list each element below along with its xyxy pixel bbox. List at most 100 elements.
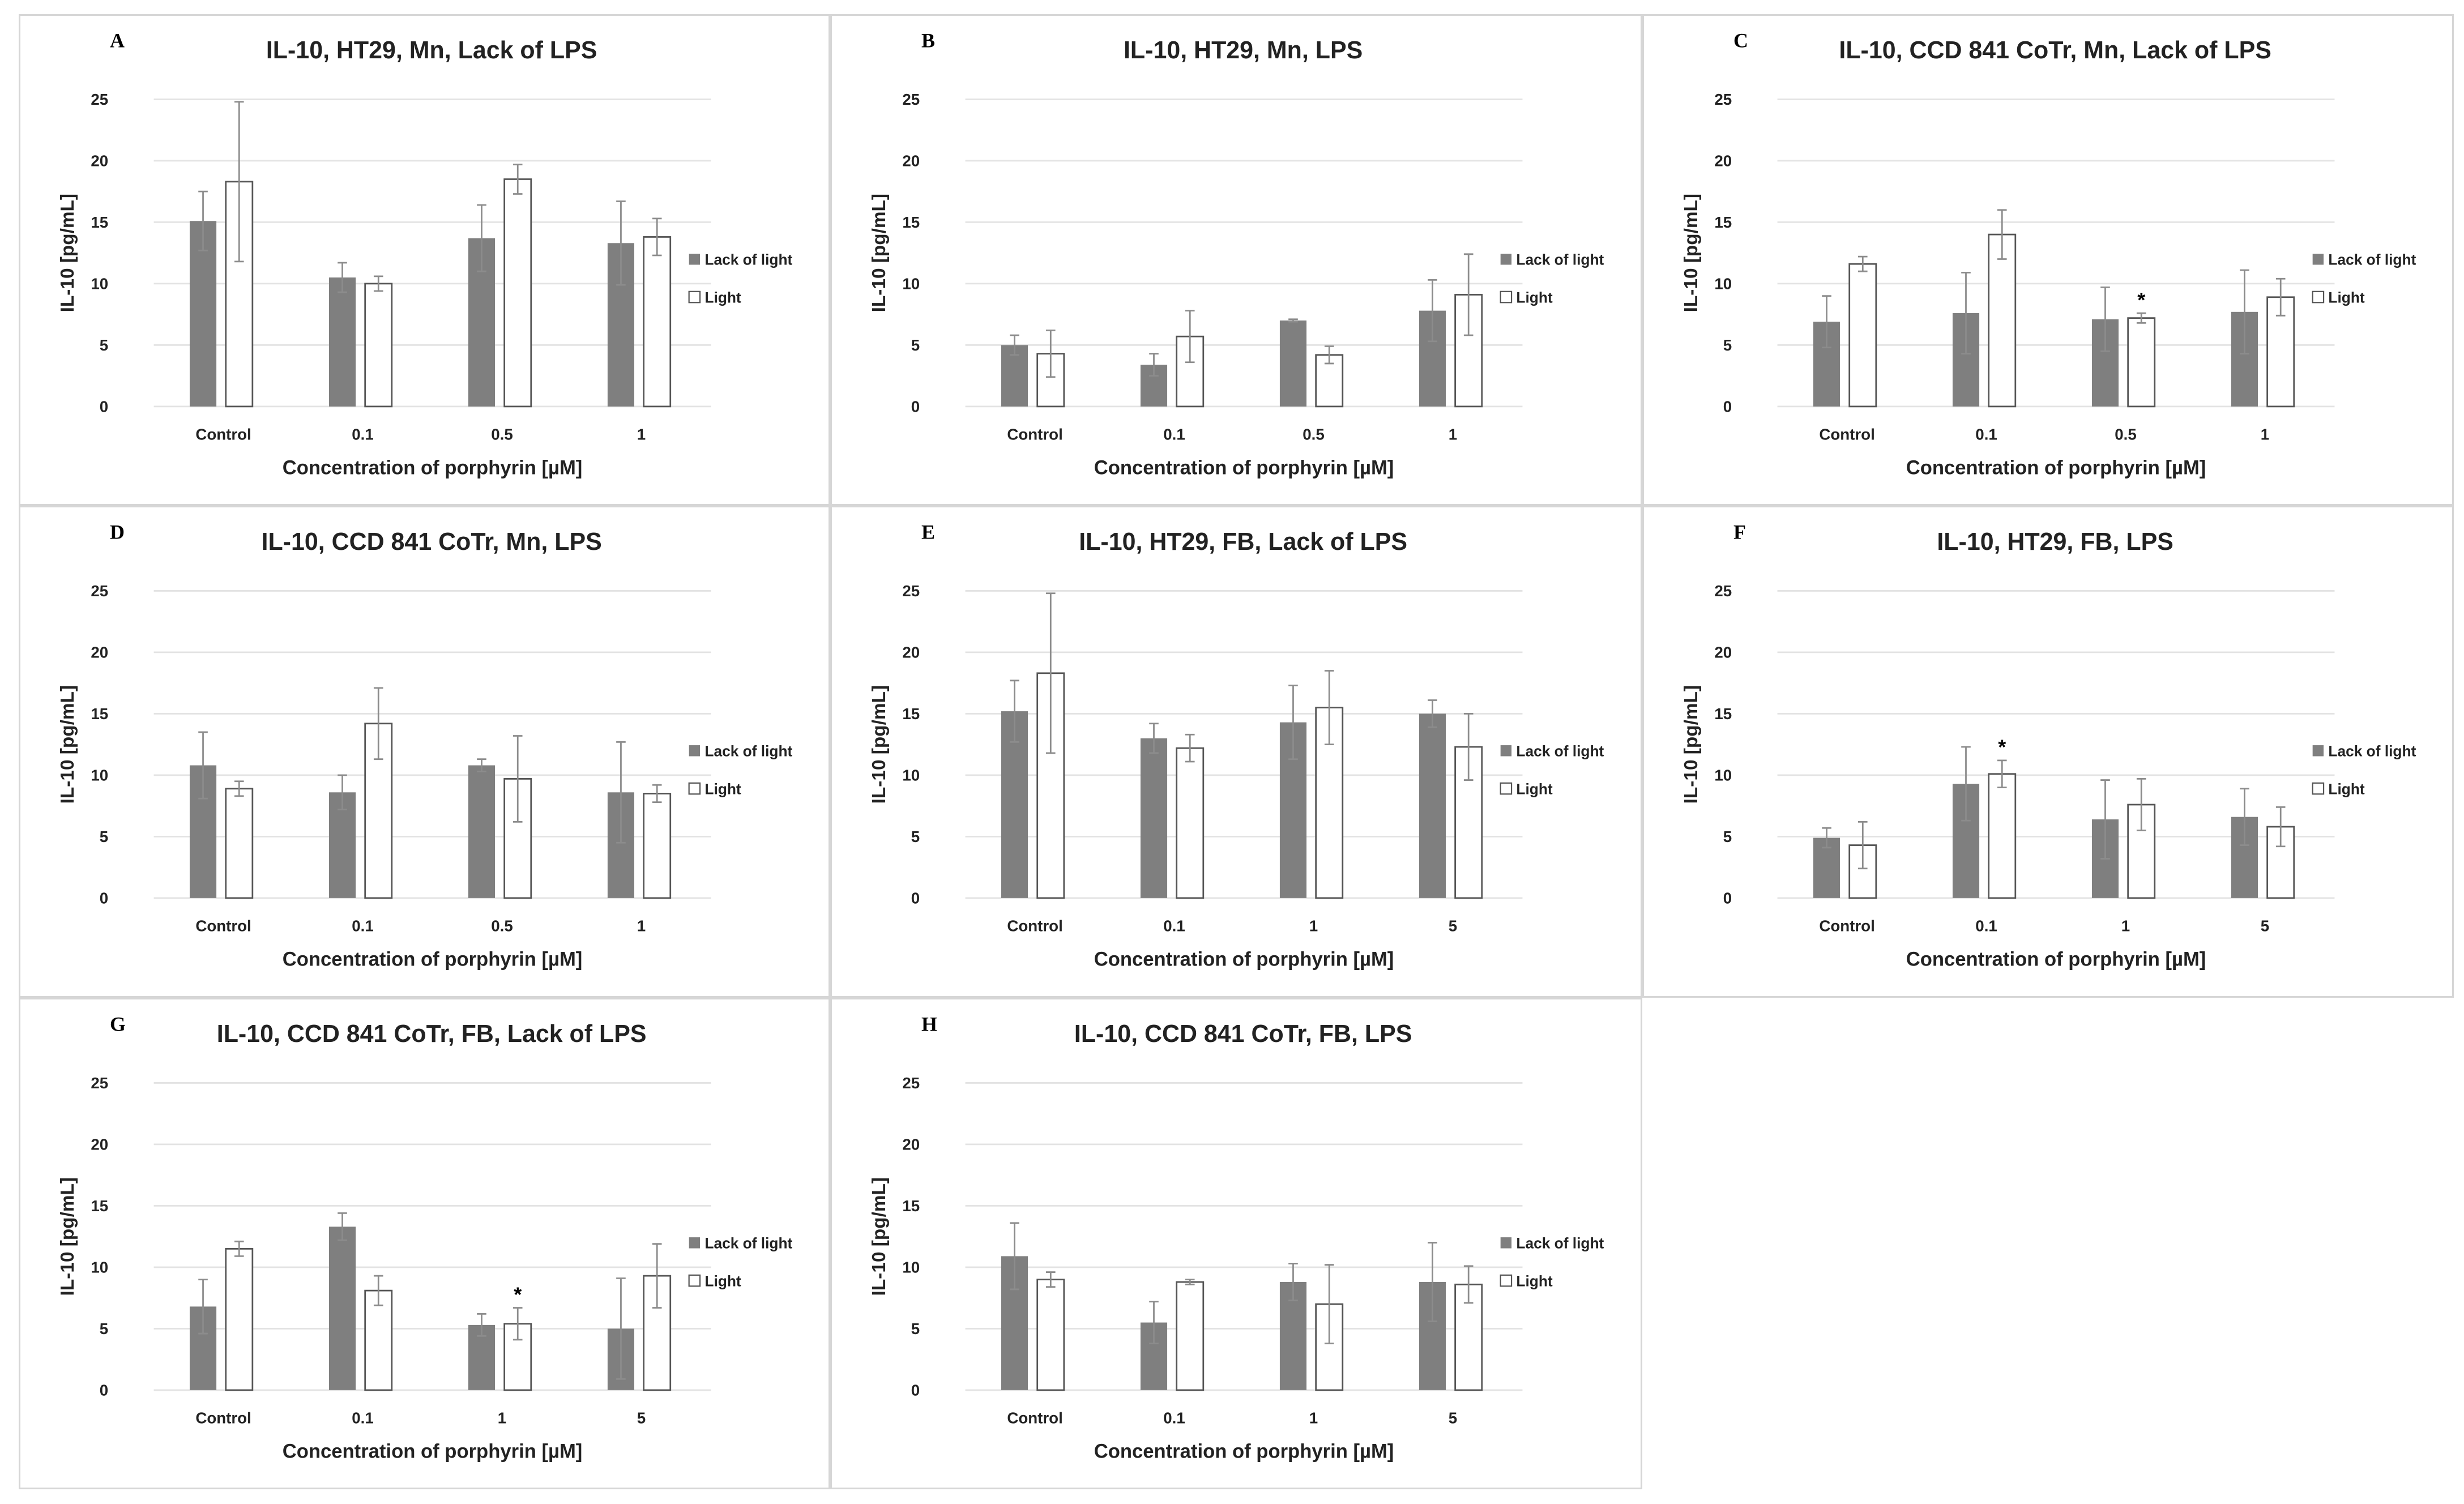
x-axis-label: Concentration of porphyrin [µM] <box>1906 949 2206 971</box>
panel-letter: D <box>110 521 125 544</box>
chart-title: IL-10, HT29, FB, LPS <box>1937 528 2173 556</box>
bar-lack-of-light <box>1280 320 1307 407</box>
y-axis-label: IL-10 [pg/mL] <box>869 685 890 804</box>
legend-label: Lack of light <box>1517 1234 1604 1251</box>
x-tick-label: Control <box>195 425 251 443</box>
x-tick-label: 5 <box>637 1409 646 1426</box>
legend-label: Lack of light <box>2328 251 2416 268</box>
y-tick-label: 25 <box>1714 91 1732 108</box>
bar-light <box>1848 263 1877 408</box>
x-tick-label: 1 <box>2121 917 2129 935</box>
bar-lack-of-light <box>1419 713 1446 899</box>
y-axis-label: IL-10 [pg/mL] <box>869 1177 890 1296</box>
bar-light <box>1176 747 1205 899</box>
y-tick-label: 25 <box>1714 582 1732 600</box>
legend-label: Lack of light <box>1517 743 1604 760</box>
x-axis-label: Concentration of porphyrin [µM] <box>283 457 583 478</box>
y-tick-label: 10 <box>903 275 920 293</box>
y-tick-label: 10 <box>91 275 108 293</box>
panel-letter: B <box>921 29 935 52</box>
y-tick-label: 20 <box>91 1135 108 1153</box>
y-tick-label: 0 <box>100 890 108 907</box>
legend-swatch <box>689 1237 701 1249</box>
legend-label: Light <box>704 781 741 798</box>
x-axis-label: Concentration of porphyrin [µM] <box>1094 949 1394 971</box>
figure-grid: A IL-10, HT29, Mn, Lack of LPS 0 5 10 15 20 25 I… <box>19 14 2454 1489</box>
panel-letter: G <box>110 1012 126 1035</box>
bar-light <box>2126 317 2155 408</box>
x-tick-label: Control <box>195 1409 251 1426</box>
x-tick-label: 1 <box>1449 425 1457 443</box>
bar-light <box>364 1289 393 1391</box>
y-tick-label: 20 <box>1714 644 1732 661</box>
x-tick-label: 0.1 <box>1164 917 1186 935</box>
legend-swatch <box>1500 254 1512 265</box>
x-tick-label: 0.5 <box>1303 425 1325 443</box>
legend-label: Light <box>704 289 741 306</box>
chart-title: IL-10, CCD 841 CoTr, FB, Lack of LPS <box>217 1020 647 1048</box>
bar-light <box>1987 773 2016 899</box>
panel-letter: F <box>1733 521 1746 544</box>
legend-swatch <box>2312 783 2324 795</box>
bar-lack-of-light <box>468 765 496 899</box>
y-tick-label: 20 <box>1714 152 1732 170</box>
legend-swatch <box>1500 1274 1513 1287</box>
x-tick-label: Control <box>1007 1409 1063 1426</box>
y-tick-label: 15 <box>91 705 108 723</box>
x-axis-label: Concentration of porphyrin [µM] <box>283 949 583 971</box>
y-tick-label: 0 <box>100 1381 108 1399</box>
y-axis-label: IL-10 [pg/mL] <box>57 685 78 804</box>
x-tick-label: 0.1 <box>1975 425 1997 443</box>
chart-svg: H IL-10, CCD 841 CoTr, FB, LPS0510152025I… <box>869 1012 1604 1462</box>
x-tick-label: 5 <box>1449 1409 1457 1426</box>
x-tick-label: 1 <box>1309 917 1318 935</box>
x-tick-label: 0.5 <box>491 917 513 935</box>
y-tick-label: 0 <box>100 398 108 416</box>
x-tick-label: 0.1 <box>352 917 374 935</box>
y-tick-label: 25 <box>91 1074 108 1092</box>
y-tick-label: 5 <box>100 1320 108 1338</box>
legend-swatch <box>689 745 701 757</box>
x-tick-label: 0.5 <box>491 425 513 443</box>
bar-light <box>643 236 672 408</box>
x-axis-label: Concentration of porphyrin [µM] <box>1094 1441 1394 1462</box>
bar-light <box>1987 233 2016 408</box>
y-tick-label: 5 <box>1723 336 1731 354</box>
y-tick-label: 10 <box>91 767 108 784</box>
legend-swatch <box>1500 745 1512 757</box>
legend-swatch <box>689 254 701 265</box>
significance-marker: * <box>2137 288 2145 311</box>
x-tick-label: 1 <box>2260 425 2269 443</box>
legend-swatch <box>2312 254 2324 265</box>
y-tick-label: 25 <box>903 582 920 600</box>
y-tick-label: 0 <box>1723 890 1731 907</box>
legend-label: Lack of light <box>704 1234 792 1251</box>
legend-label: Lack of light <box>2328 743 2416 760</box>
y-tick-label: 5 <box>1723 828 1731 845</box>
legend-label: Light <box>1517 1272 1553 1289</box>
panel-letter: E <box>921 521 935 544</box>
y-tick-label: 20 <box>91 152 108 170</box>
chart-title: IL-10, HT29, Mn, Lack of LPS <box>266 37 597 64</box>
chart-svg: C IL-10, CCD 841 CoTr, Mn, Lack of LPS 0 5 1… <box>1681 29 2416 479</box>
legend-swatch <box>1500 783 1513 795</box>
chart-panel-d: D IL-10, CCD 841 CoTr, Mn, LPS 0 5 10 15 20 25 I… <box>19 506 831 998</box>
chart-panel-e: E IL-10, HT29, FB, Lack of LPS 0 5 10 15 20 25 I… <box>830 506 1642 998</box>
y-tick-label: 5 <box>100 828 108 845</box>
y-axis-label: IL-10 [pg/mL] <box>1681 685 1702 804</box>
bar-lack-of-light <box>328 1226 356 1390</box>
legend-swatch <box>1500 1237 1512 1249</box>
x-axis-label: Concentration of porphyrin [µM] <box>283 1441 583 1462</box>
x-axis-label: Concentration of porphyrin [µM] <box>1906 457 2206 478</box>
y-tick-label: 25 <box>903 1074 920 1092</box>
y-tick-label: 25 <box>91 582 108 600</box>
legend-swatch <box>688 1274 701 1287</box>
chart-svg: G IL-10, CCD 841 CoTr, FB, Lack of LPS 0 5 1… <box>57 1012 792 1462</box>
y-tick-label: 10 <box>903 1258 920 1276</box>
y-tick-label: 20 <box>903 644 920 661</box>
y-tick-label: 5 <box>911 1320 920 1338</box>
bar-light <box>643 793 672 899</box>
y-tick-label: 15 <box>91 213 108 231</box>
significance-marker: * <box>1998 736 2006 759</box>
